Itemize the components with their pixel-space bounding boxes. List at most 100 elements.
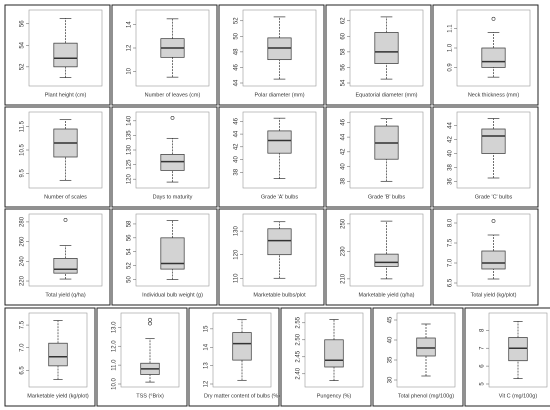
- y-tick-label: 44: [448, 122, 454, 129]
- y-tick-label: 58: [127, 220, 133, 227]
- y-tick-label: 45: [388, 316, 394, 323]
- y-tick-label: 12.0: [112, 340, 118, 352]
- y-tick-label: 250: [341, 218, 347, 229]
- y-tick-label: 50: [234, 32, 240, 39]
- y-tick-label: 54: [341, 79, 347, 86]
- y-tick-label: 46: [234, 63, 240, 70]
- x-axis-label: Marketable bulbs/plot: [253, 292, 306, 298]
- y-tick-label: 2.40: [296, 367, 302, 379]
- y-tick-label: 52: [20, 63, 26, 70]
- y-tick-label: 0.9: [448, 63, 454, 72]
- y-tick-label: 6: [480, 364, 486, 368]
- y-tick-label: 35: [388, 356, 394, 363]
- y-tick-label: 52: [127, 262, 133, 269]
- box: [48, 342, 68, 367]
- y-tick-label: 1.0: [448, 43, 454, 52]
- y-tick-label: 210: [341, 273, 347, 284]
- outlier: [148, 321, 152, 326]
- panel: 6.5 7.0 7.5 8.0 Total yield (kg/plot): [432, 208, 539, 306]
- panel: 12 13 14 15 Dry matter content of bulbs (%): [188, 307, 280, 407]
- x-axis-label: Marketable yield (q/ha): [359, 292, 415, 298]
- y-tick-label: 2.50: [296, 333, 302, 345]
- y-tick-label: 36: [448, 178, 454, 185]
- y-tick-label: 220: [20, 275, 26, 286]
- panel: 220 240 260 280 Total yield (q/ha): [4, 208, 111, 306]
- panel: 10.0 11.0 12.0 13.0 TSS (°Brix): [96, 307, 188, 407]
- y-tick-label: 54: [127, 248, 133, 255]
- y-tick-label: 280: [20, 216, 26, 227]
- box: [374, 32, 399, 64]
- outlier: [148, 317, 152, 322]
- y-tick-label: 7.0: [448, 258, 454, 267]
- x-axis-label: Total yield (q/ha): [45, 292, 86, 298]
- y-tick-label: 13: [204, 362, 210, 369]
- y-tick-label: 230: [341, 246, 347, 257]
- y-tick-label: 46: [341, 118, 347, 125]
- y-tick-label: 44: [234, 130, 240, 137]
- x-axis-label: Number of scales: [44, 194, 87, 200]
- outlier: [63, 218, 68, 222]
- y-tick-label: 7.5: [448, 238, 454, 247]
- x-axis-label: Total phenol (mg/100g): [398, 393, 454, 399]
- panel: 9.5 10.5 11.5 Number of scales: [4, 106, 111, 208]
- y-tick-label: 40: [388, 336, 394, 343]
- x-axis-label: TSS (°Brix): [136, 393, 164, 399]
- y-tick-label: 56: [20, 20, 26, 27]
- x-axis-label: Grade 'B' bulbs: [368, 194, 406, 200]
- panel: 50 52 54 56 58 Individual bulb weight (g): [111, 208, 218, 306]
- y-tick-label: 11.0: [112, 359, 118, 371]
- x-axis-label: Grade 'C' bulbs: [475, 194, 513, 200]
- y-tick-label: 42: [341, 148, 347, 155]
- panel: 2.40 2.45 2.50 2.55 Pungency (%): [280, 307, 372, 407]
- y-tick-label: 54: [20, 41, 26, 48]
- box: [374, 253, 399, 267]
- y-tick-label: 15: [204, 325, 210, 332]
- y-tick-label: 240: [20, 256, 26, 267]
- box: [481, 250, 506, 270]
- x-axis-label: Grade 'A' bulbs: [261, 194, 299, 200]
- y-tick-label: 130: [234, 225, 240, 236]
- panel: 6.5 7.0 7.5 Marketable yield (kg/plot): [4, 307, 96, 407]
- x-axis-label: Total yield (kg/plot): [471, 292, 517, 298]
- box: [53, 42, 78, 68]
- x-axis-label: Days to maturity: [153, 194, 193, 200]
- y-tick-label: 1.1: [448, 24, 454, 33]
- y-tick-label: 48: [234, 48, 240, 55]
- box: [160, 237, 185, 270]
- y-tick-label: 50: [127, 276, 133, 283]
- x-axis-label: Number of leaves (cm): [145, 92, 201, 98]
- y-tick-label: 135: [127, 130, 133, 141]
- y-tick-label: 38: [448, 164, 454, 171]
- y-tick-label: 120: [127, 174, 133, 185]
- y-tick-label: 2.55: [296, 316, 302, 328]
- y-tick-label: 14: [204, 343, 210, 350]
- x-axis-label: Plant height (cm): [45, 92, 87, 98]
- x-axis-label: Vit C (mg/100g): [499, 393, 538, 399]
- x-axis-label: Dry matter content of bulbs (%): [204, 393, 280, 399]
- y-tick-label: 56: [127, 234, 133, 241]
- outlier: [491, 16, 496, 21]
- y-tick-label: 7.0: [20, 343, 26, 352]
- panel: 36 38 40 42 44 Grade 'C' bulbs: [432, 106, 539, 208]
- y-tick-label: 120: [234, 249, 240, 260]
- y-tick-label: 130: [127, 144, 133, 155]
- y-tick-label: 7.5: [20, 320, 26, 329]
- y-tick-label: 125: [127, 159, 133, 170]
- panel: 110 120 130 Marketable bulbs/plot: [218, 208, 325, 306]
- y-tick-label: 13.0: [112, 321, 118, 333]
- box: [232, 332, 252, 361]
- panel: 10 12 14 Number of leaves (cm): [111, 4, 218, 106]
- plot-frame: [135, 213, 210, 287]
- x-axis-label: Pungency (%): [317, 393, 352, 399]
- y-tick-label: 42: [234, 143, 240, 150]
- y-tick-label: 38: [341, 177, 347, 184]
- x-axis-label: Equatorial diameter (mm): [355, 92, 417, 98]
- x-axis-label: Marketable yield (kg/plot): [27, 393, 89, 399]
- panel: 52 54 56 Plant height (cm): [4, 4, 111, 106]
- y-tick-label: 8: [480, 328, 486, 332]
- y-tick-label: 60: [341, 32, 347, 39]
- y-tick-label: 5: [480, 382, 486, 386]
- y-tick-label: 2.45: [296, 350, 302, 362]
- y-tick-label: 110: [234, 273, 240, 283]
- plot-frame: [28, 213, 103, 287]
